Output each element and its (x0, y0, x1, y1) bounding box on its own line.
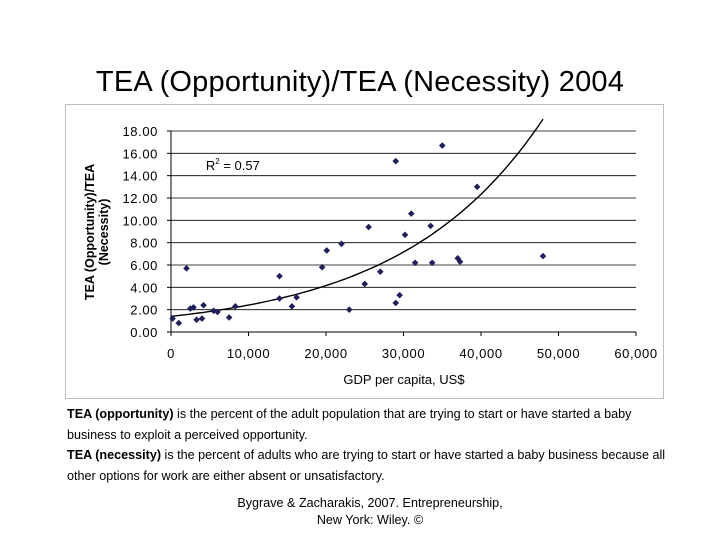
y-tick-label: 6.00 (130, 258, 158, 273)
data-point (318, 263, 326, 271)
data-point (276, 272, 283, 280)
citation-line: Bygrave & Zacharakis, 2007. Entrepreneur… (237, 496, 503, 510)
definition-term: TEA (necessity) (67, 448, 162, 462)
definition-text: is the percent of adults who are trying … (67, 448, 666, 483)
y-tick-label: 10.00 (122, 213, 158, 228)
data-point (323, 247, 331, 254)
data-point (232, 303, 239, 310)
data-point (473, 183, 481, 191)
r-squared-annotation: R2 = 0.57 (206, 157, 260, 173)
data-point (214, 308, 221, 316)
data-point (396, 291, 403, 299)
data-point (193, 316, 200, 324)
x-tick-label: 10,000 (227, 346, 270, 361)
data-points (169, 142, 547, 327)
data-point (411, 259, 419, 267)
y-tick-label: 4.00 (130, 280, 158, 295)
data-point (200, 301, 207, 309)
y-tick-label: 16.00 (122, 146, 158, 161)
data-point (376, 268, 384, 275)
definition-term: TEA (opportunity) (67, 407, 174, 421)
data-point (392, 299, 400, 307)
citation: Bygrave & Zacharakis, 2007. Entrepreneur… (160, 495, 580, 529)
data-point (454, 255, 462, 262)
x-tick-label: 60,000 (614, 346, 657, 361)
trendline (170, 118, 544, 318)
data-point (183, 265, 190, 272)
data-point (401, 231, 409, 239)
data-point (456, 258, 464, 265)
data-point (210, 307, 217, 315)
data-point (225, 314, 233, 321)
definitions: TEA (opportunity) is the percent of the … (67, 404, 677, 486)
data-point (407, 210, 415, 217)
data-point (190, 304, 197, 311)
x-tick-label: 50,000 (537, 346, 580, 361)
data-point (293, 294, 300, 301)
data-point (438, 142, 446, 149)
y-tick-label: 18.00 (122, 124, 158, 139)
data-point (345, 306, 353, 313)
x-tick-label: 40,000 (459, 346, 502, 361)
data-point (539, 252, 547, 260)
trendline-group (170, 118, 544, 318)
gridlines (171, 130, 636, 311)
data-point (427, 222, 434, 230)
definition-text: is the percent of the adult population t… (67, 407, 632, 442)
scatter-chart: 0.00 2.00 4.00 6.00 8.00 10.00 12.00 14.00 16.00… (83, 118, 657, 387)
x-tick-label: 30,000 (382, 346, 425, 361)
x-axis-label: GDP per capita, US$ (343, 372, 465, 387)
y-tick-label: 0.00 (130, 325, 158, 340)
data-point (361, 280, 369, 288)
definition-necessity: TEA (necessity) is the percent of adults… (67, 445, 677, 486)
y-tick-label: 2.00 (130, 303, 158, 318)
data-point (428, 259, 436, 267)
chart-frame (65, 104, 664, 399)
y-tick-label: 8.00 (130, 236, 158, 251)
y-axis-label: TEA (Opportunity)/TEA(Necessity) (83, 164, 111, 300)
data-point (365, 223, 372, 231)
axes: 0.00 2.00 4.00 6.00 8.00 10.00 12.00 14.00 16.00… (122, 124, 657, 361)
x-tick-label: 20,000 (304, 346, 347, 361)
x-tick-label: 0 (167, 346, 175, 361)
data-point (198, 315, 206, 322)
data-point (175, 319, 183, 327)
data-point (276, 295, 283, 302)
data-point (392, 157, 400, 165)
data-point (338, 240, 345, 248)
y-tick-label: 14.00 (122, 169, 158, 184)
data-point (288, 303, 296, 310)
citation-line: New York: Wiley. © (316, 513, 424, 527)
definition-opportunity: TEA (opportunity) is the percent of the … (67, 404, 677, 445)
page-title: TEA (Opportunity)/TEA (Necessity) 2004 (95, 66, 625, 98)
data-point (169, 315, 176, 322)
y-tick-label: 12.00 (122, 191, 158, 206)
